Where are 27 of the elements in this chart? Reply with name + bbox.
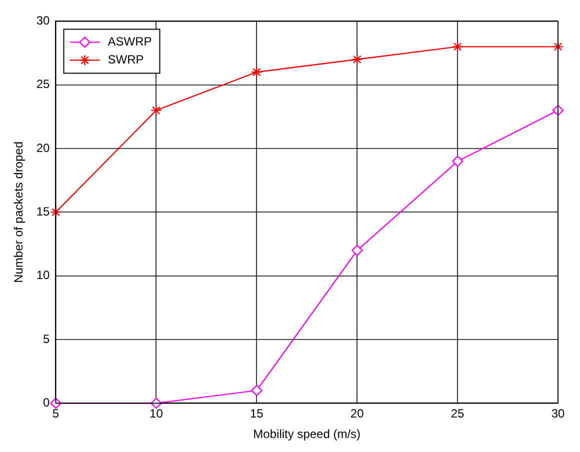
- x-tick-label: 25: [450, 406, 465, 421]
- y-tick-label: 0: [43, 396, 50, 410]
- point: [452, 156, 464, 167]
- point: [552, 104, 564, 116]
- x-tick-label: 15: [250, 406, 264, 421]
- point: [352, 244, 363, 256]
- legend-label: SWRP: [108, 52, 144, 67]
- y-tick-label: 5: [43, 332, 50, 346]
- x-tick-label: 30: [551, 406, 565, 421]
- point: [50, 206, 62, 218]
- point: [352, 54, 363, 65]
- x-tick-label: 20: [350, 406, 364, 421]
- x-tick-label: 10: [150, 406, 164, 421]
- point: [251, 66, 262, 78]
- x-tick-label: 5: [52, 406, 60, 421]
- legend-label: ASWRP: [108, 34, 152, 49]
- point: [552, 41, 564, 52]
- y-axis-title: Number of packets droped: [12, 141, 26, 283]
- y-tick-label: 10: [36, 268, 50, 282]
- y-tick-label: 20: [36, 140, 50, 155]
- y-tick-label: 25: [36, 77, 50, 92]
- point: [251, 384, 262, 396]
- y-tick-label: 30: [36, 14, 50, 28]
- point: [150, 104, 162, 116]
- point: [452, 41, 464, 52]
- x-axis-title: Mobility speed (m/s): [253, 427, 361, 442]
- y-tick-label: 15: [36, 204, 50, 219]
